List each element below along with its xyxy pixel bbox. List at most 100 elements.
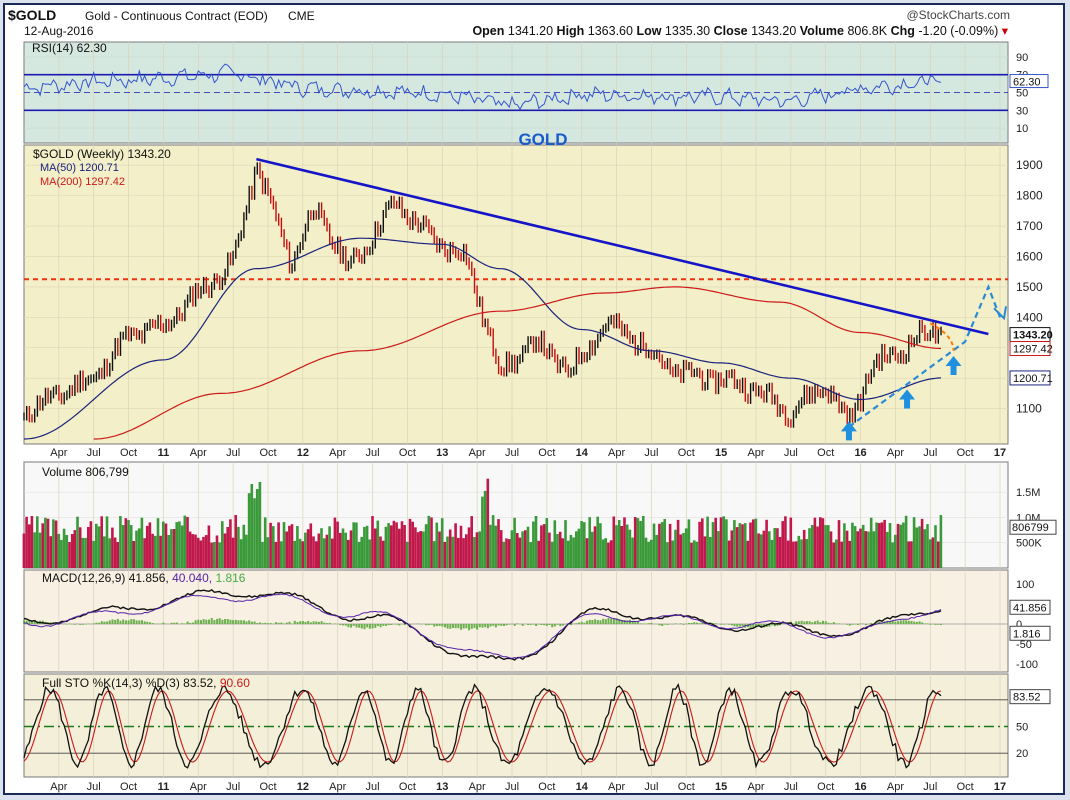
volume-bar bbox=[448, 529, 452, 568]
macd-histogram-bar bbox=[73, 624, 76, 625]
sto-d-line bbox=[23, 690, 942, 763]
volume-bar bbox=[910, 541, 913, 568]
macd-histogram-bar bbox=[224, 619, 227, 624]
volume-bar bbox=[175, 522, 178, 568]
macd-histogram-bar bbox=[360, 624, 363, 629]
macd-histogram-bar bbox=[768, 624, 771, 627]
volume-bar bbox=[135, 530, 138, 568]
macd-histogram-bar bbox=[889, 621, 892, 624]
volume-bar bbox=[207, 525, 211, 568]
macd-histogram-bar bbox=[114, 620, 117, 624]
volume-bar bbox=[38, 532, 42, 568]
volume-bar bbox=[722, 516, 725, 568]
macd-histogram-bar bbox=[363, 624, 366, 630]
macd-line bbox=[23, 589, 942, 661]
volume-bar bbox=[524, 530, 527, 568]
volume-bar bbox=[510, 530, 514, 568]
sto-title: Full STO %K(14,3) %D(3) 83.52, 90.60 bbox=[42, 676, 250, 690]
volume-bar bbox=[322, 538, 326, 568]
volume-bar bbox=[789, 517, 793, 568]
up-arrow-icon bbox=[840, 421, 857, 441]
macd-histogram-bar bbox=[277, 622, 280, 624]
volume-bar bbox=[317, 533, 321, 568]
macd-histogram-bar bbox=[33, 620, 36, 624]
macd-histogram-bar bbox=[728, 624, 731, 625]
volume-bar bbox=[336, 521, 339, 568]
macd-histogram-bar bbox=[275, 622, 277, 624]
price-value-label: 1343.20 bbox=[1013, 330, 1053, 342]
macd-histogram-bar bbox=[189, 622, 192, 624]
volume-bar bbox=[749, 522, 752, 568]
macd-histogram-bar bbox=[830, 623, 833, 624]
macd-histogram-bar bbox=[508, 624, 511, 625]
macd-histogram-bar bbox=[366, 624, 369, 628]
exchange-label: CME bbox=[288, 9, 315, 23]
macd-histogram-bar bbox=[259, 622, 261, 624]
macd-histogram-bar bbox=[755, 624, 757, 628]
macd-histogram-bar bbox=[226, 619, 229, 624]
volume-bar bbox=[652, 523, 656, 568]
volume-bar bbox=[430, 517, 433, 568]
volume-bar bbox=[154, 535, 157, 568]
volume-value-label: 806799 bbox=[1012, 522, 1049, 534]
volume-bar bbox=[601, 539, 605, 568]
volume-bar bbox=[52, 519, 55, 568]
macd-histogram-bar bbox=[344, 624, 347, 626]
volume-bar bbox=[440, 518, 444, 568]
volume-bar bbox=[290, 524, 294, 568]
volume-bar bbox=[770, 539, 774, 568]
macd-histogram-bar bbox=[561, 624, 564, 626]
x-tick-label: Oct bbox=[120, 447, 137, 459]
volume-bar bbox=[263, 517, 267, 568]
macd-histogram-bar bbox=[776, 624, 779, 626]
x-tick-label: Apr bbox=[469, 447, 486, 459]
macd-histogram-bar bbox=[285, 622, 288, 624]
volume-bar bbox=[92, 540, 95, 568]
macd-histogram-bar bbox=[516, 623, 519, 624]
macd-histogram-bar bbox=[143, 621, 146, 624]
volume-bar bbox=[312, 536, 315, 568]
volume-bar bbox=[792, 541, 795, 568]
volume-bar bbox=[902, 522, 905, 568]
volume-bar bbox=[518, 537, 522, 568]
quote-value: 1343.20 bbox=[751, 24, 796, 38]
macd-histogram-bar bbox=[714, 623, 717, 624]
macd-histogram-bar bbox=[503, 624, 505, 626]
quote-value: 1363.60 bbox=[588, 24, 633, 38]
volume-bar bbox=[247, 493, 251, 568]
volume-bar bbox=[210, 542, 213, 568]
volume-bar bbox=[258, 482, 262, 568]
x-tick-label: Oct bbox=[678, 447, 695, 459]
macd-histogram-bar bbox=[548, 624, 551, 625]
volume-bar bbox=[167, 535, 170, 568]
macd-histogram-bar bbox=[173, 622, 176, 624]
volume-bar bbox=[148, 522, 152, 568]
volume-bar bbox=[588, 517, 591, 568]
volume-bar bbox=[639, 521, 642, 568]
volume-bar bbox=[674, 529, 677, 568]
macd-histogram-bar bbox=[604, 619, 607, 624]
price-value-label: 1297.42 bbox=[1013, 344, 1053, 356]
macd-histogram-bar bbox=[929, 624, 932, 625]
macd-histogram-bar bbox=[103, 621, 106, 624]
volume-bar bbox=[293, 540, 296, 568]
macd-histogram-bar bbox=[521, 624, 524, 626]
volume-bar bbox=[215, 535, 219, 568]
volume-bar bbox=[314, 541, 318, 568]
projection-line bbox=[848, 283, 1002, 428]
macd-histogram-bar bbox=[698, 623, 701, 624]
symbol-label: $GOLD bbox=[8, 7, 56, 23]
volume-bar bbox=[776, 528, 779, 568]
x-tick-label: 16 bbox=[854, 781, 866, 793]
volume-bar bbox=[891, 542, 894, 568]
macd-histogram-bar bbox=[170, 622, 173, 624]
volume-bar bbox=[679, 534, 683, 568]
macd-histogram-bar bbox=[870, 623, 873, 624]
macd-histogram-bar bbox=[65, 624, 68, 625]
volume-bar bbox=[87, 527, 90, 568]
macd-histogram-bar bbox=[194, 620, 197, 624]
volume-bar bbox=[213, 542, 216, 568]
volume-bar bbox=[805, 539, 809, 568]
macd-histogram-bar bbox=[350, 624, 353, 628]
macd-histogram-bar bbox=[529, 624, 532, 625]
